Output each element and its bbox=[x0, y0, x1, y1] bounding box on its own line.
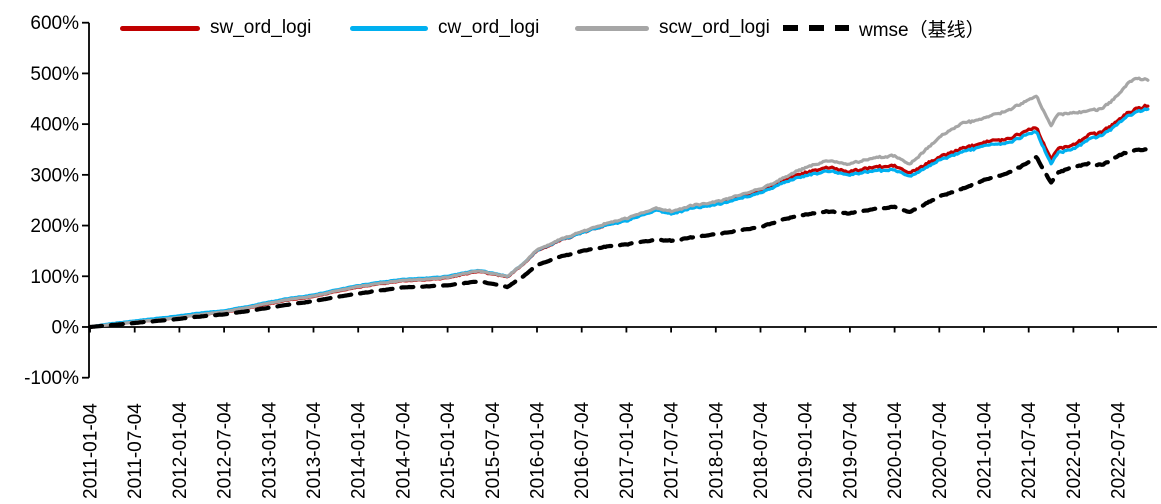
x-tick-label: 2018-07-04 bbox=[751, 401, 772, 499]
x-tick-label: 2015-01-04 bbox=[438, 401, 459, 499]
y-tick-label: 400% bbox=[30, 115, 79, 136]
series-line-4 bbox=[87, 147, 1151, 330]
series-line-1 bbox=[88, 103, 1150, 329]
legend-item-scw-ord-logi: scw_ord_logi bbox=[575, 14, 770, 42]
x-tick-label: 2012-01-04 bbox=[170, 401, 191, 499]
y-tick-label: 600% bbox=[30, 13, 79, 34]
x-tick-label: 2014-07-04 bbox=[393, 401, 414, 499]
legend-item-wmse-baseline: wmse（基线） bbox=[783, 14, 985, 42]
x-tick-label: 2013-07-04 bbox=[304, 401, 325, 499]
y-tick-label: -100% bbox=[24, 368, 79, 389]
legend-item-sw-ord-logi: sw_ord_logi bbox=[120, 14, 311, 42]
legend-item-cw-ord-logi: cw_ord_logi bbox=[350, 14, 539, 42]
x-tick-label: 2020-01-04 bbox=[885, 401, 906, 499]
chart-legend: sw_ord_logi cw_ord_logi scw_ord_logi wms… bbox=[0, 14, 1161, 42]
y-tick-label: 300% bbox=[30, 165, 79, 186]
x-tick-label: 2019-01-04 bbox=[796, 401, 817, 499]
x-tick-label: 2021-01-04 bbox=[975, 401, 996, 499]
x-tick-label: 2019-07-04 bbox=[840, 401, 861, 499]
legend-label: scw_ord_logi bbox=[659, 17, 770, 38]
x-tick-label: 2018-01-04 bbox=[706, 401, 727, 499]
legend-label: sw_ord_logi bbox=[210, 17, 312, 38]
x-tick-label: 2011-01-04 bbox=[81, 403, 102, 499]
x-tick-label: 2016-01-04 bbox=[528, 401, 549, 499]
legend-line-sample-icon bbox=[575, 25, 649, 31]
legend-line-sample-icon bbox=[120, 25, 200, 31]
x-tick-label: 2017-01-04 bbox=[617, 401, 638, 499]
x-tick-label: 2013-01-04 bbox=[259, 401, 280, 499]
y-tick-label: 200% bbox=[30, 216, 79, 237]
x-tick-label: 2021-07-04 bbox=[1019, 401, 1040, 499]
legend-dashed-line-sample-icon bbox=[783, 25, 849, 31]
x-tick-label: 2015-07-04 bbox=[483, 401, 504, 499]
legend-line-sample-icon bbox=[350, 25, 428, 31]
x-tick-label: 2016-07-04 bbox=[572, 401, 593, 499]
y-tick-label: 500% bbox=[30, 64, 79, 85]
legend-label: wmse（基线） bbox=[859, 19, 985, 41]
x-tick-label: 2012-07-04 bbox=[215, 401, 236, 499]
y-tick-label: 0% bbox=[52, 317, 80, 338]
legend-label: cw_ord_logi bbox=[438, 17, 540, 38]
x-tick-label: 2022-01-04 bbox=[1064, 401, 1085, 499]
x-tick-label: 2020-07-04 bbox=[930, 401, 951, 499]
x-tick-label: 2017-07-04 bbox=[662, 401, 683, 499]
x-tick-label: 2022-07-04 bbox=[1109, 401, 1130, 499]
x-tick-label: 2014-01-04 bbox=[349, 401, 370, 499]
x-tick-label: 2011-07-04 bbox=[125, 403, 146, 499]
series-line-3 bbox=[88, 76, 1150, 329]
y-tick-label: 100% bbox=[30, 267, 79, 288]
